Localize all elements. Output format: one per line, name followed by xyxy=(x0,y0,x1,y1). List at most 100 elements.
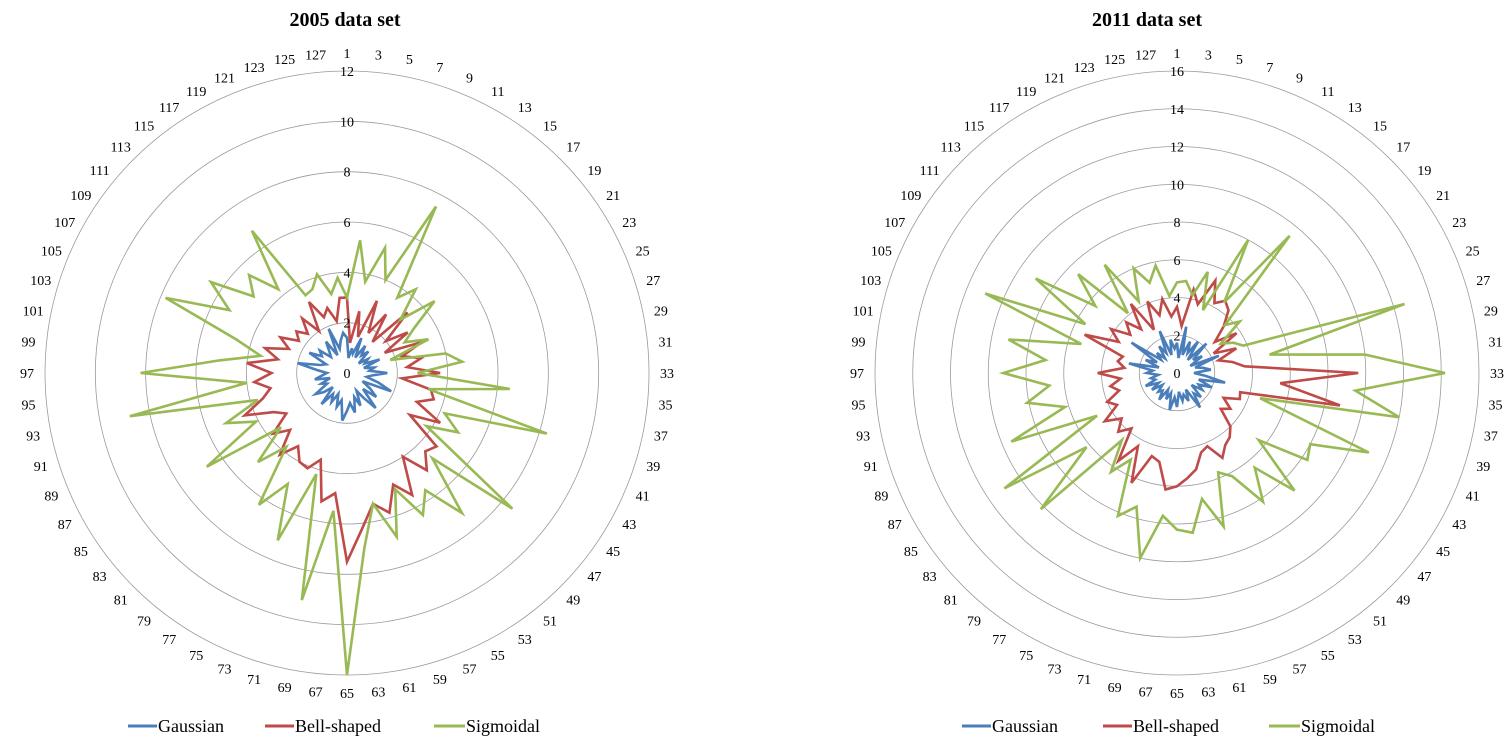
ring-label: 8 xyxy=(344,166,351,181)
category-label: 1 xyxy=(344,47,351,62)
category-label: 21 xyxy=(1436,189,1450,204)
category-label: 73 xyxy=(218,663,232,678)
category-label: 57 xyxy=(1293,663,1307,678)
category-label: 123 xyxy=(244,61,265,76)
category-label: 47 xyxy=(1417,570,1431,585)
category-label: 59 xyxy=(1263,673,1277,688)
ring-label: 10 xyxy=(340,115,354,130)
category-label: 113 xyxy=(940,141,960,156)
category-label: 69 xyxy=(1108,681,1122,696)
chart-2011: 2011 data set 1 3 5 7 9 11 13 15 17 19 21 23 25 27 29 3… xyxy=(753,0,1506,745)
category-label: 17 xyxy=(1396,141,1410,156)
category-label: 57 xyxy=(463,663,477,678)
category-label: 65 xyxy=(340,687,354,702)
category-label: 9 xyxy=(466,71,473,86)
ring-label: 10 xyxy=(1170,178,1184,193)
category-label: 103 xyxy=(30,274,51,289)
category-label: 23 xyxy=(622,216,636,231)
category-label: 93 xyxy=(26,429,40,444)
category-label: 19 xyxy=(587,164,601,179)
category-label: 19 xyxy=(1417,164,1431,179)
category-label: 127 xyxy=(305,49,326,64)
legend: Gaussian Bell-shaped Sigmoidal xyxy=(962,716,1375,736)
series-gaussian-line xyxy=(297,328,392,422)
category-label: 91 xyxy=(864,460,878,475)
category-label: 49 xyxy=(1396,593,1410,608)
grid-ring xyxy=(1138,334,1216,412)
category-label: 59 xyxy=(433,673,447,688)
category-label: 15 xyxy=(1373,120,1387,135)
ring-label: 12 xyxy=(1170,141,1184,156)
category-label: 107 xyxy=(884,216,905,231)
chart-2005: 2005 data set 1 3 5 7 9 11 13 15 17 19 21 23 25 27 29 3… xyxy=(20,9,674,736)
category-label: 45 xyxy=(1436,545,1450,560)
ring-label: 12 xyxy=(340,65,354,80)
category-label: 43 xyxy=(1452,518,1466,533)
radar-chart-2005: 2005 data set 1 3 579111315171921232527293… xyxy=(20,9,674,736)
category-label: 65 xyxy=(1170,687,1184,702)
category-label: 13 xyxy=(518,101,532,116)
category-label: 125 xyxy=(1104,53,1125,68)
category-label: 89 xyxy=(44,490,58,505)
category-label: 3 xyxy=(375,49,382,64)
category-label: 31 xyxy=(1489,336,1503,351)
category-label: 21 xyxy=(606,189,620,204)
legend-label-sigmoidal: Sigmoidal xyxy=(466,716,540,736)
grid-ring xyxy=(296,322,398,424)
category-label: 15 xyxy=(543,120,557,135)
category-label: 105 xyxy=(41,245,62,260)
category-label: 29 xyxy=(654,305,668,320)
legend-label-sigmoidal: Sigmoidal xyxy=(1301,716,1375,736)
category-labels: 1 3 57911131517192123252729313335373941434… xyxy=(20,47,674,702)
series-layer xyxy=(129,205,548,676)
category-label: 73 xyxy=(1048,663,1062,678)
category-label: 89 xyxy=(874,490,888,505)
series-sigmoidal-line xyxy=(129,205,548,676)
category-label: 53 xyxy=(1348,633,1362,648)
legend: Gaussian Bell-shaped Sigmoidal xyxy=(128,716,540,736)
ring-label: 0 xyxy=(344,367,351,382)
category-label: 11 xyxy=(1321,85,1334,100)
category-label: 87 xyxy=(58,518,72,533)
category-label: 117 xyxy=(159,101,179,116)
category-label: 33 xyxy=(1490,367,1504,382)
category-label: 37 xyxy=(654,429,668,444)
category-label: 67 xyxy=(309,686,323,701)
category-label: 33 xyxy=(660,367,674,382)
category-label: 69 xyxy=(278,681,292,696)
category-label: 109 xyxy=(900,189,921,204)
ring-label: 6 xyxy=(344,216,351,231)
category-label: 49 xyxy=(566,593,580,608)
category-label: 41 xyxy=(636,490,650,505)
category-label: 13 xyxy=(1348,101,1362,116)
radar-chart-2011: 2011 data set 1 3 579111315171921232527293… xyxy=(850,9,1504,736)
legend-label-gaussian: Gaussian xyxy=(158,716,224,736)
ring-labels: 0 2 4 6 8 10 12 14 16 xyxy=(1170,65,1184,382)
category-label: 25 xyxy=(1466,245,1480,260)
category-label: 117 xyxy=(989,101,1009,116)
category-label: 121 xyxy=(214,71,235,86)
category-label: 27 xyxy=(646,274,660,289)
category-label: 103 xyxy=(860,274,881,289)
series-layer xyxy=(984,234,1446,563)
ring-label: 4 xyxy=(344,266,351,281)
grid-ring xyxy=(1025,221,1329,525)
category-label: 63 xyxy=(1201,686,1215,701)
category-label: 39 xyxy=(1476,460,1490,475)
category-label: 71 xyxy=(247,673,261,688)
category-label: 17 xyxy=(566,141,580,156)
ring-label: 16 xyxy=(1170,65,1184,80)
ring-label: 4 xyxy=(1174,292,1181,307)
category-label: 107 xyxy=(54,216,75,231)
category-label: 47 xyxy=(587,570,601,585)
category-label: 39 xyxy=(646,460,660,475)
category-label: 121 xyxy=(1044,71,1065,86)
chart-title: 2011 data set xyxy=(1092,9,1202,31)
category-label: 3 xyxy=(1205,49,1212,64)
ring-label: 2 xyxy=(1174,329,1181,344)
category-label: 9 xyxy=(1296,71,1303,86)
grid-ring xyxy=(950,146,1404,600)
category-label: 35 xyxy=(659,398,673,413)
category-label: 95 xyxy=(852,398,866,413)
grid-ring xyxy=(987,183,1367,563)
